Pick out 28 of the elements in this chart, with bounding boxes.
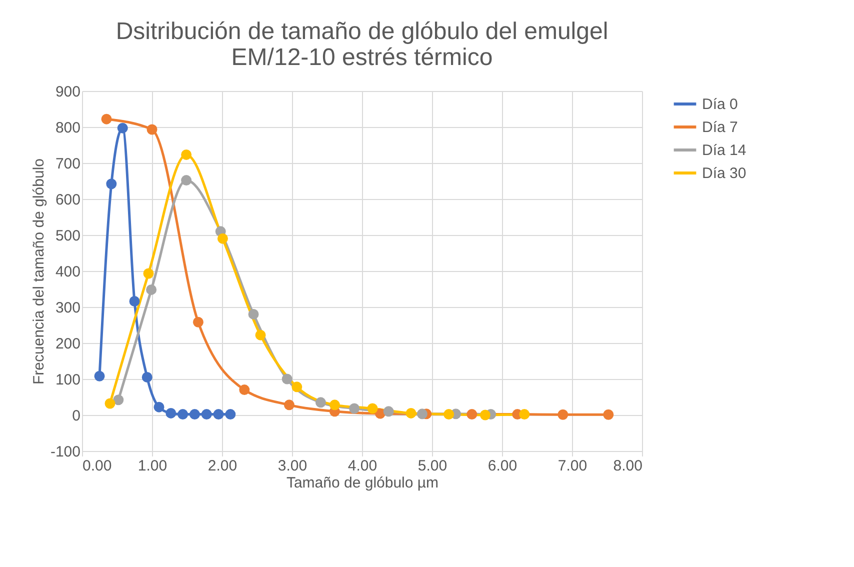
y-tick-label: 700: [55, 156, 80, 172]
y-tick-label: 300: [55, 300, 80, 316]
text: EM/12-10 estrés térmico: [231, 44, 493, 71]
x-tick-label: 5.00: [418, 458, 448, 474]
y-tick-label: 400: [55, 264, 80, 280]
y-tick-label: 500: [55, 228, 80, 244]
x-tick-label: 4.00: [348, 458, 378, 474]
x-tick-label: 1.00: [138, 458, 168, 474]
legend-label: Día 0: [702, 96, 738, 113]
legend-label: Día 14: [702, 142, 746, 159]
x-tick-label: 2.00: [208, 458, 238, 474]
legend-label: Día 30: [702, 165, 746, 182]
y-tick-label: -100: [50, 444, 80, 460]
x-axis-title: Tamaño de glóbulo µm: [286, 474, 439, 492]
y-tick-label: 0: [72, 408, 80, 424]
legend-label: Día 7: [702, 119, 738, 136]
x-tick-label: 6.00: [488, 458, 518, 474]
y-tick-label: 600: [55, 192, 80, 208]
y-tick-label: 900: [55, 84, 80, 100]
y-tick-label: 200: [55, 336, 80, 352]
x-tick-label: 0.00: [82, 458, 112, 474]
x-tick-label: 8.00: [613, 458, 642, 474]
y-tick-label: 800: [55, 120, 80, 136]
y-axis-title: Frecuencia del tamaño de glóbulo: [30, 158, 48, 384]
text: Dsitribución de tamaño de glóbulo del emulgel: [116, 18, 608, 45]
x-tick-label: 3.00: [278, 458, 308, 474]
x-tick-label: 7.00: [558, 458, 588, 474]
y-tick-label: 100: [55, 372, 80, 388]
